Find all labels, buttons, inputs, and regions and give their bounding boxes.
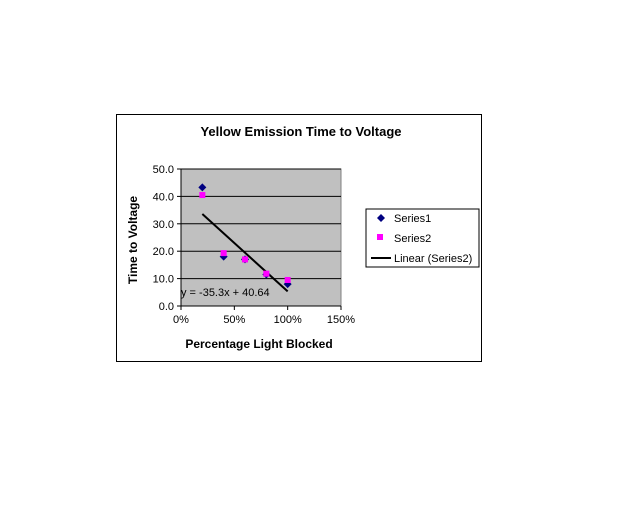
legend-label-series2: Series2 bbox=[394, 233, 431, 245]
chart-svg: Yellow Emission Time to Voltage 0% 50% 100… bbox=[126, 124, 480, 351]
plot-area bbox=[180, 168, 342, 307]
series2-point-3 bbox=[263, 270, 270, 277]
y-axis-ticks: 0.0 10.0 20.0 30.0 40.0 50.0 bbox=[153, 164, 181, 313]
x-tick-label: 150% bbox=[327, 314, 355, 326]
y-tick-label: 0.0 bbox=[159, 301, 174, 313]
x-tick-label: 100% bbox=[274, 314, 302, 326]
series2-point-4 bbox=[284, 276, 291, 283]
trendline-equation: y = -35.3x + 40.64 bbox=[181, 287, 270, 299]
axes bbox=[180, 169, 341, 307]
y-axis-label: Time to Voltage bbox=[126, 196, 140, 285]
legend-label-trendline: Linear (Series2) bbox=[394, 253, 472, 265]
x-tick-label: 0% bbox=[173, 314, 189, 326]
y-tick-label: 10.0 bbox=[153, 274, 174, 286]
trendline bbox=[201, 213, 289, 293]
y-tick-label: 30.0 bbox=[153, 219, 174, 231]
data-points bbox=[198, 183, 292, 289]
trendline-group bbox=[201, 213, 289, 293]
chart-title: Yellow Emission Time to Voltage bbox=[200, 124, 401, 139]
series2-point-0 bbox=[199, 192, 206, 199]
gridlines bbox=[181, 168, 341, 280]
legend-marker-series2 bbox=[377, 234, 383, 240]
x-axis-ticks: 0% 50% 100% 150% bbox=[173, 306, 355, 326]
y-tick-label: 40.0 bbox=[153, 191, 174, 203]
x-axis-label: Percentage Light Blocked bbox=[185, 337, 332, 351]
x-tick-label: 50% bbox=[223, 314, 245, 326]
series2-point-1 bbox=[220, 250, 227, 257]
y-tick-label: 20.0 bbox=[153, 246, 174, 258]
y-tick-label: 50.0 bbox=[153, 164, 174, 176]
chart-area: Yellow Emission Time to Voltage 0% 50% 100… bbox=[116, 114, 482, 362]
series2-point-2 bbox=[242, 256, 248, 263]
series1-point-0 bbox=[198, 183, 207, 192]
legend-marker-series1 bbox=[377, 214, 385, 222]
legend-label-series1: Series1 bbox=[394, 213, 431, 225]
legend: Series1 Series2 Linear (Series2) bbox=[365, 208, 480, 268]
